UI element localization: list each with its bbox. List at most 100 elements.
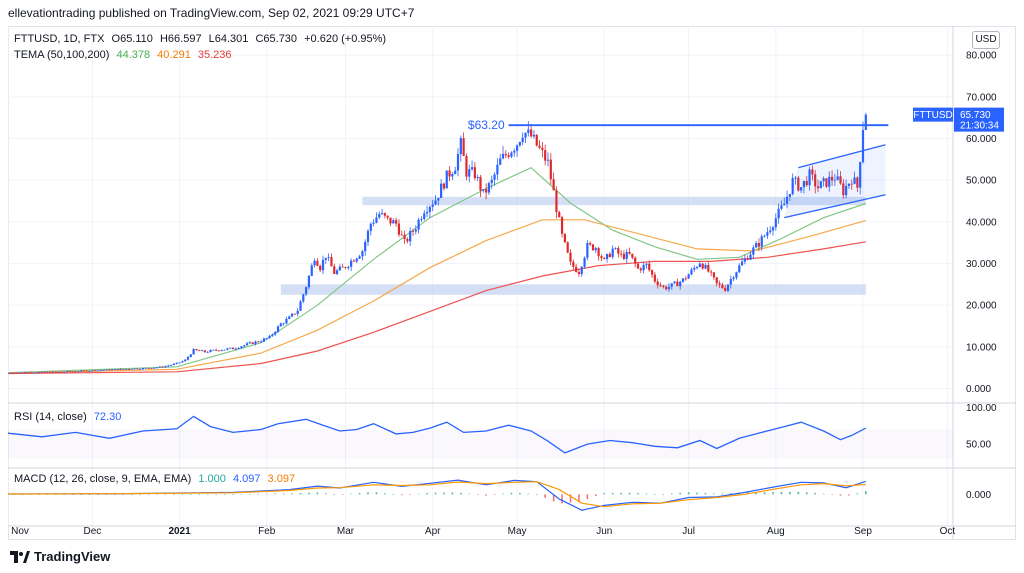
tradingview-logo[interactable]: TradingView xyxy=(10,549,110,564)
candle-body xyxy=(476,177,479,179)
legend-open: O65.110 xyxy=(111,33,153,45)
macd-hist-bar xyxy=(257,493,260,495)
currency-button[interactable]: USD xyxy=(972,31,1000,49)
macd-value-3: 3.097 xyxy=(267,473,296,485)
price-tag-symbol: FTTUSD xyxy=(913,110,952,121)
candle-body xyxy=(698,263,701,267)
candle-body xyxy=(319,265,322,271)
macd-hist-bar xyxy=(21,494,23,495)
candle-body xyxy=(364,241,367,252)
candle-body xyxy=(558,212,561,218)
candle-body xyxy=(35,372,38,374)
candle-body xyxy=(797,177,800,191)
candle-body xyxy=(355,258,358,262)
macd-hist-bar xyxy=(147,494,150,495)
macd-hist-bar xyxy=(569,494,572,503)
candle-body xyxy=(40,371,43,373)
candle-body xyxy=(501,153,505,159)
candle-body xyxy=(20,372,24,374)
candle-body xyxy=(375,217,378,223)
macd-hist-bar xyxy=(240,493,243,495)
macd-hist-bar xyxy=(831,494,833,495)
candle-body xyxy=(513,150,516,153)
candle-body xyxy=(184,359,187,362)
macd-hist-bar xyxy=(417,493,420,495)
candle-body xyxy=(544,150,547,161)
candle-body xyxy=(245,343,249,346)
candle-body xyxy=(546,159,550,161)
candle-body xyxy=(479,177,482,191)
candle-body xyxy=(9,372,12,374)
candle-body xyxy=(271,334,274,336)
candle-body xyxy=(316,260,319,266)
candle-body xyxy=(350,260,353,267)
macd-hist-bar xyxy=(780,492,783,495)
candle-body xyxy=(707,264,710,272)
candle-body xyxy=(648,263,651,271)
candle-body xyxy=(378,213,381,218)
candle-body xyxy=(15,372,18,374)
candle-body xyxy=(515,145,519,151)
candle-body xyxy=(811,169,814,175)
macd-hist-bar xyxy=(29,494,32,495)
candle-body xyxy=(853,177,856,184)
candle-body xyxy=(572,261,575,267)
candle-body xyxy=(732,277,735,279)
macd-hist-bar xyxy=(611,492,614,495)
candle-body xyxy=(631,253,634,258)
macd-hist-bar xyxy=(502,493,504,495)
candle-body xyxy=(105,369,108,371)
candle-body xyxy=(620,253,623,255)
tema2-value: 40.291 xyxy=(157,49,191,61)
candle-body xyxy=(139,369,142,370)
candle-body xyxy=(510,152,513,157)
candle-body xyxy=(189,354,192,357)
macd-hist-bar xyxy=(164,494,167,495)
candle-body xyxy=(448,170,451,177)
candle-body xyxy=(285,318,288,324)
candle-body xyxy=(766,232,769,236)
candle-body xyxy=(622,253,626,259)
candle-body xyxy=(780,205,783,209)
macd-hist-bar xyxy=(215,494,217,495)
macd-hist-bar xyxy=(55,494,57,495)
candle-body xyxy=(195,349,198,351)
candle-body xyxy=(400,234,403,236)
candle-body xyxy=(279,323,282,327)
candle-body xyxy=(122,368,125,370)
candle-body xyxy=(127,369,131,370)
candle-body xyxy=(721,284,724,289)
macd-hist-bar xyxy=(341,494,344,495)
macd-legend: MACD (12, 26, close, 9, EMA, EMA) 1.000 … xyxy=(14,473,299,485)
candle-body xyxy=(794,177,797,179)
candle-body xyxy=(566,242,569,253)
macd-hist-bar xyxy=(114,494,116,495)
macd-value-2: 4.097 xyxy=(232,473,261,485)
y-tick-label: 30.000 xyxy=(966,259,997,270)
candle-body xyxy=(580,266,583,274)
macd-hist-bar xyxy=(679,492,681,495)
candle-body xyxy=(653,274,656,282)
candle-body xyxy=(223,349,226,351)
candle-body xyxy=(836,176,839,180)
candle-body xyxy=(487,183,491,193)
candle-body xyxy=(60,371,63,373)
candle-body xyxy=(392,220,395,224)
candle-body xyxy=(718,283,721,285)
chart-canvas[interactable]: $63.20 Nov Dec 2021 Feb Mar Apr May Jun Jul Aug Se… xyxy=(8,26,1016,540)
candle-body xyxy=(251,342,254,344)
candle-body xyxy=(237,348,240,349)
tema-label: TEMA (50,100,200) xyxy=(14,49,110,61)
candle-body xyxy=(49,371,52,373)
candle-body xyxy=(749,254,752,260)
candle-body xyxy=(29,372,32,374)
macd-line xyxy=(8,479,866,511)
macd-hist-bar xyxy=(856,493,859,495)
candle-body xyxy=(32,372,35,374)
macd-hist-bar xyxy=(443,492,445,495)
candle-body xyxy=(411,231,415,232)
candle-body xyxy=(712,272,716,278)
candle-body xyxy=(428,206,431,212)
rsi-pane xyxy=(8,415,953,459)
macd-hist-bar xyxy=(63,494,66,495)
